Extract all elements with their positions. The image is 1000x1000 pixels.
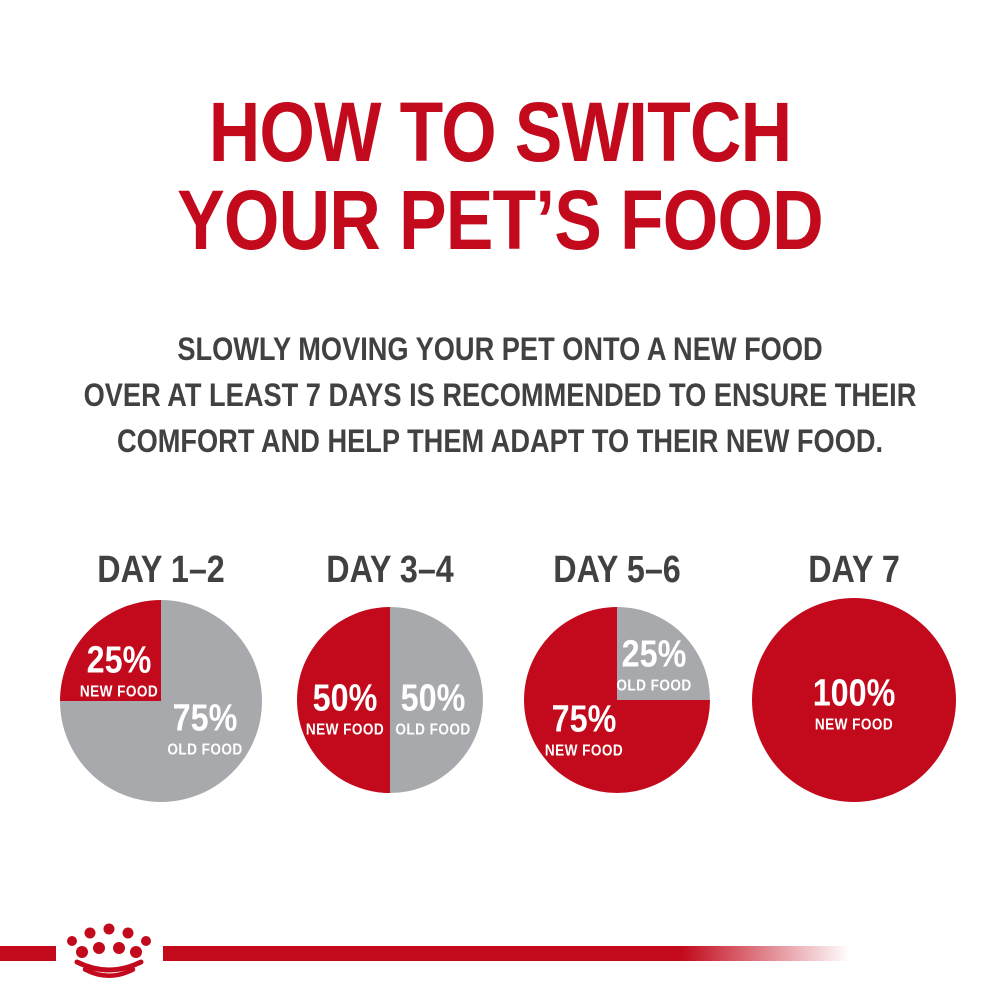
- new-food-percent: 100%: [812, 672, 896, 715]
- new-food-caption: NEW FOOD: [544, 742, 623, 760]
- intro-text-line-2: OVER AT LEAST 7 DAYS IS RECOMMENDED TO E…: [83, 377, 917, 413]
- old-food-slice-label: 75% OLD FOOD: [168, 700, 243, 759]
- old-food-slice-label: 50% OLD FOOD: [395, 680, 470, 739]
- intro-text-line-1: SLOWLY MOVING YOUR PET ONTO A NEW FOOD: [177, 331, 823, 367]
- new-food-caption: NEW FOOD: [79, 683, 158, 701]
- royal-canin-crown-icon: [67, 923, 151, 978]
- new-food-caption: NEW FOOD: [814, 716, 894, 734]
- footer-divider-left: [0, 946, 56, 961]
- old-food-caption: OLD FOOD: [167, 741, 244, 759]
- new-food-slice-label: 50% NEW FOOD: [306, 680, 384, 739]
- day-range-label: DAY 7: [808, 549, 900, 591]
- new-food-percent: 75%: [551, 698, 616, 741]
- chart-day-5-6: DAY 5–6 25% OLD FOOD 75% NEW FOOD: [524, 548, 710, 793]
- old-food-caption: OLD FOOD: [616, 677, 692, 695]
- new-food-percent: 25%: [86, 639, 151, 682]
- new-food-slice-label: 75% NEW FOOD: [544, 700, 622, 759]
- old-food-percent: 75%: [173, 697, 238, 740]
- pie-day-3-4: 50% NEW FOOD 50% OLD FOOD: [297, 607, 483, 793]
- intro-text: SLOWLY MOVING YOUR PET ONTO A NEW FOOD O…: [0, 326, 1000, 464]
- page-title: HOW TO SWITCH YOUR PET’S FOOD: [0, 88, 1000, 264]
- new-food-percent: 50%: [313, 677, 378, 720]
- new-food-slice-label: 25% NEW FOOD: [79, 641, 157, 700]
- title-line-2: YOUR PET’S FOOD: [177, 173, 824, 267]
- old-food-slice-label: 25% OLD FOOD: [617, 635, 692, 694]
- pie-day-7: 100% NEW FOOD: [752, 598, 956, 802]
- day-range-label: DAY 5–6: [553, 549, 681, 591]
- title-line-1: HOW TO SWITCH: [208, 85, 792, 179]
- day-range-label: DAY 1–2: [97, 549, 225, 591]
- old-food-percent: 25%: [621, 633, 687, 676]
- new-food-caption: NEW FOOD: [306, 721, 385, 739]
- pie-day-1-2: 25% NEW FOOD 75% OLD FOOD: [60, 600, 262, 802]
- chart-day-7: DAY 7 100% NEW FOOD: [752, 548, 956, 802]
- old-food-caption: OLD FOOD: [395, 721, 471, 739]
- intro-text-line-3: COMFORT AND HELP THEM ADAPT TO THEIR NEW…: [116, 423, 884, 459]
- pie-day-5-6: 25% OLD FOOD 75% NEW FOOD: [524, 607, 710, 793]
- day-range-label: DAY 3–4: [326, 549, 454, 591]
- chart-day-1-2: DAY 1–2 25% NEW FOOD 75% OLD FOOD: [60, 548, 262, 802]
- old-food-percent: 50%: [400, 677, 466, 720]
- footer-divider-right: [163, 946, 1000, 961]
- new-food-slice-label: 100% NEW FOOD: [813, 675, 896, 734]
- chart-day-3-4: DAY 3–4 50% NEW FOOD 50% OLD FOOD: [297, 548, 483, 793]
